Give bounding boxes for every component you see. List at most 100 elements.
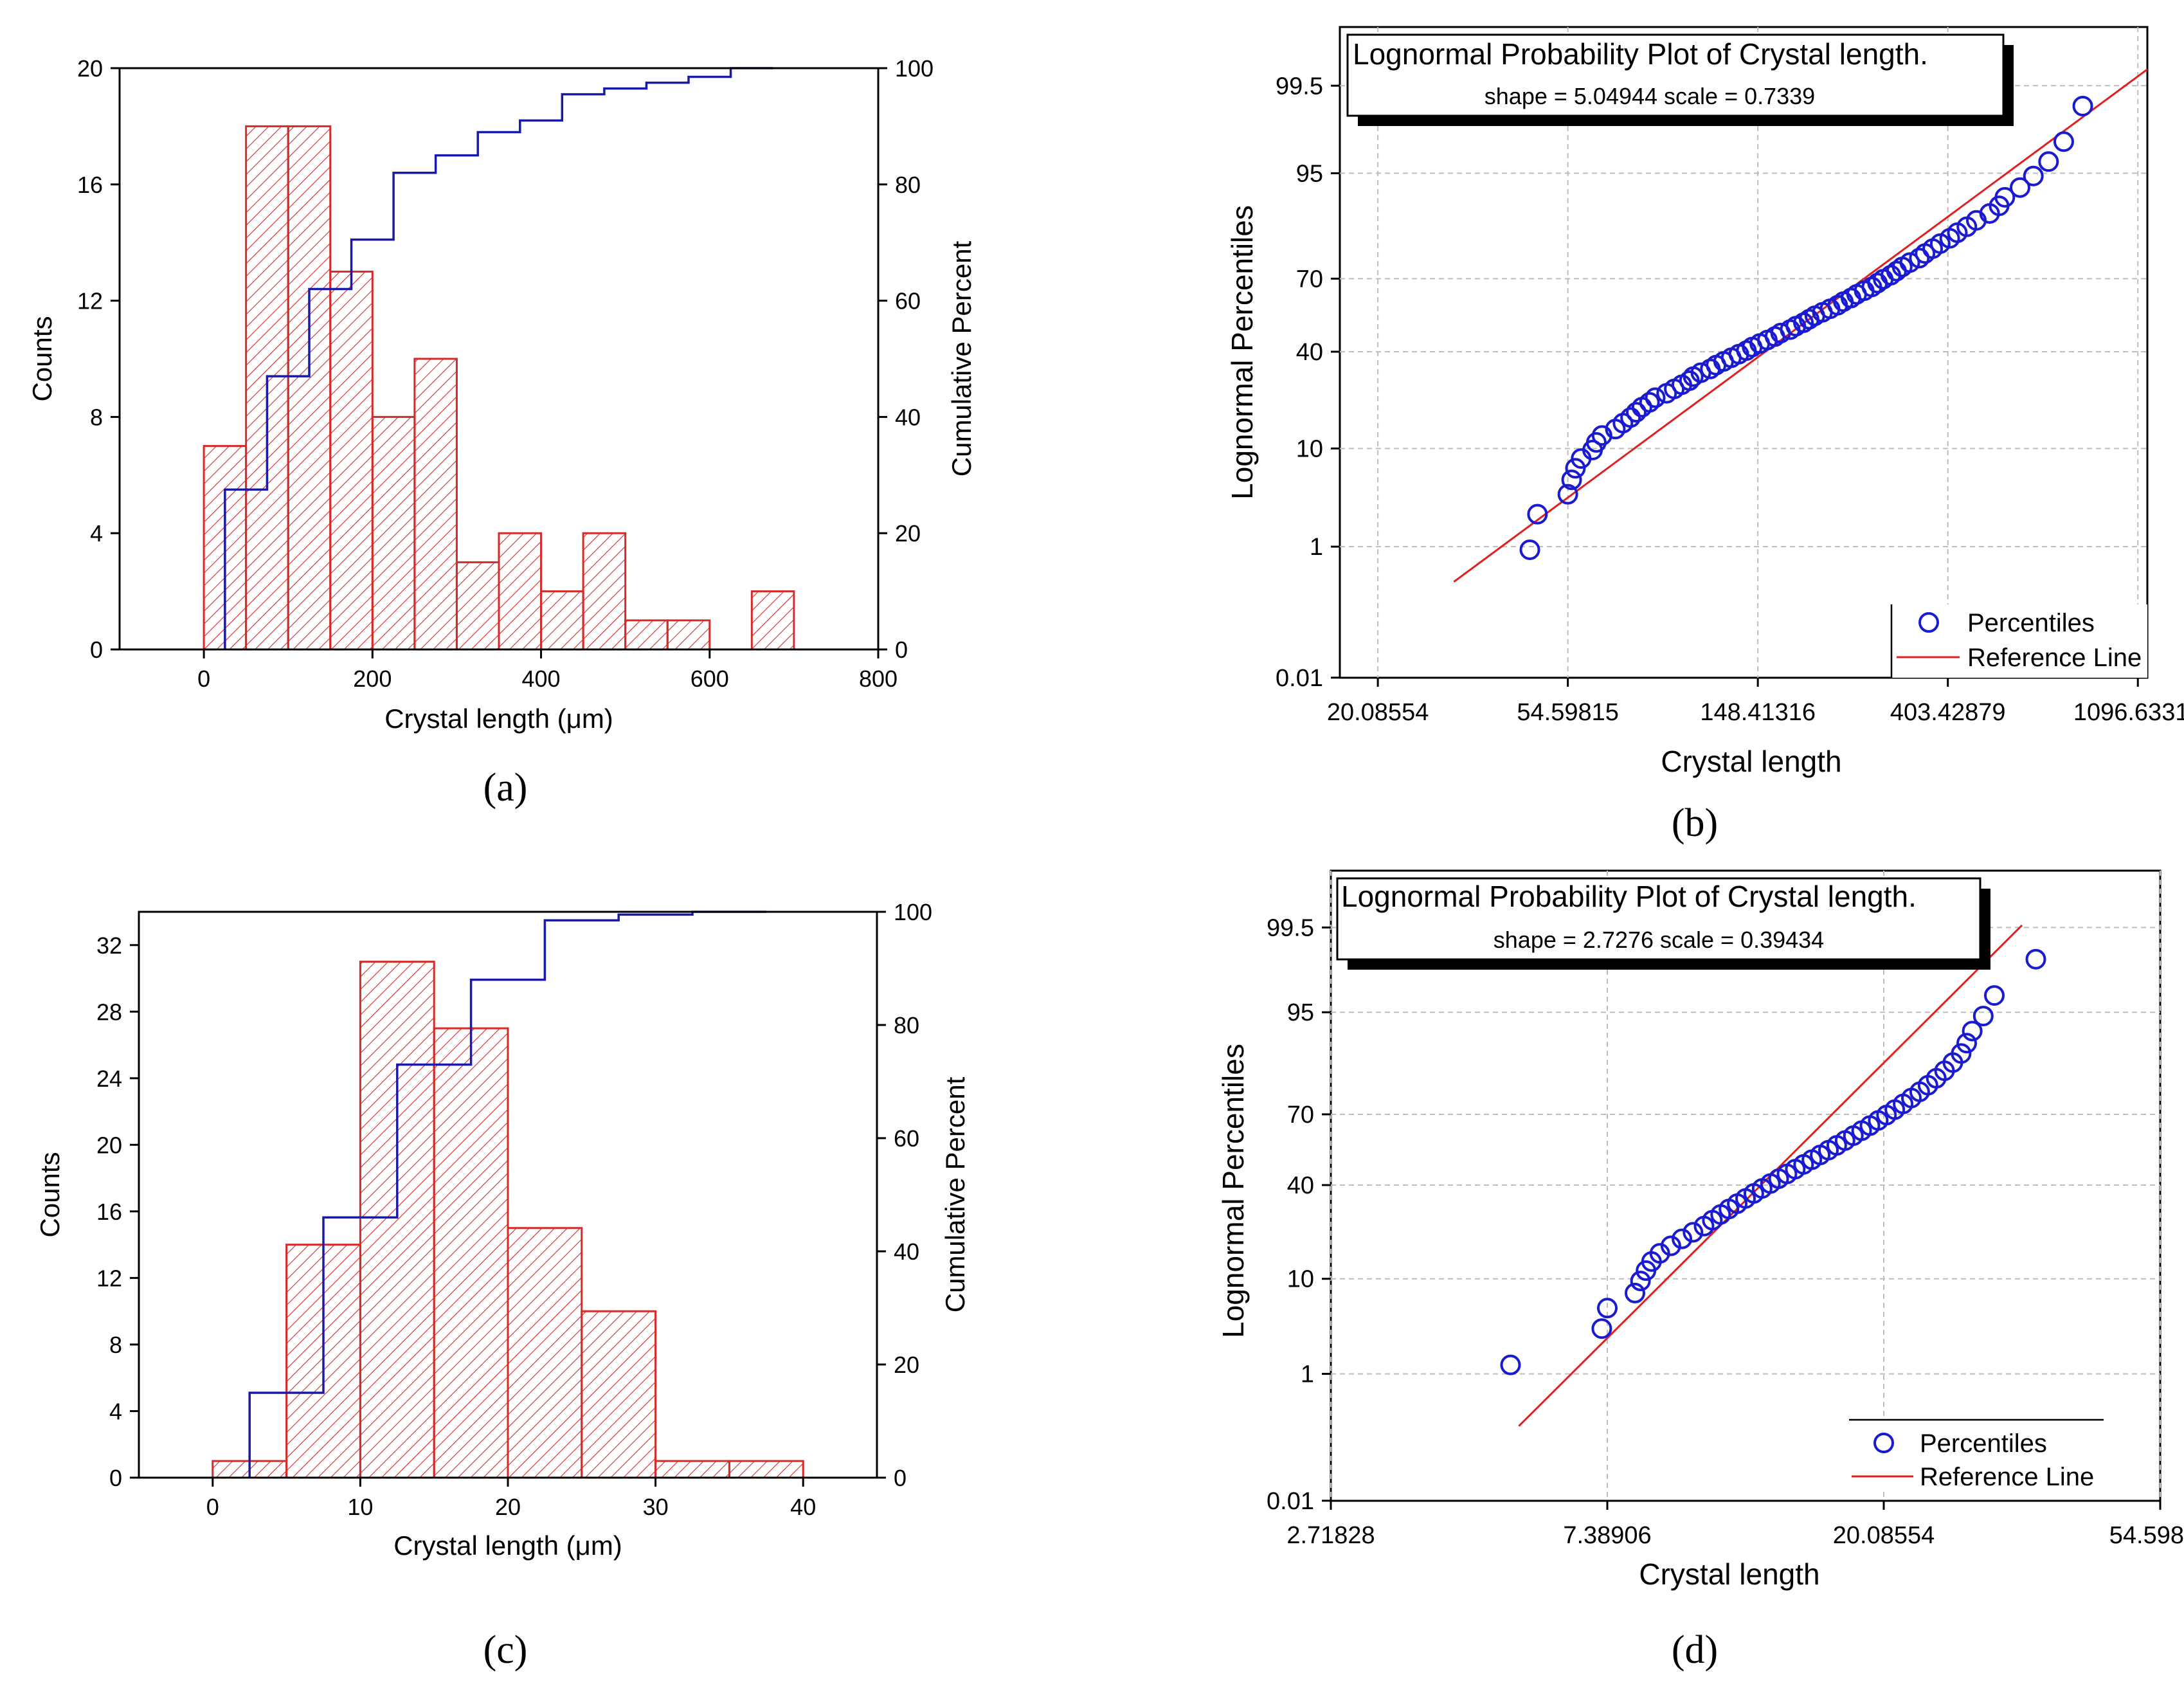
x-tick-label: 200 (353, 666, 392, 692)
y-tick-label: 28 (96, 999, 122, 1025)
percentile-marker (1519, 539, 1540, 560)
legend-reference-label: Reference Line (1920, 1463, 2094, 1491)
histogram-bar (498, 532, 543, 651)
histogram-bars (203, 125, 795, 651)
x-tick-label: 600 (690, 666, 729, 692)
plot-frame (118, 67, 880, 651)
x-tick-label: 20.08554 (1327, 699, 1429, 726)
percentile-marker (1561, 469, 1582, 491)
y-tick-label: 0 (109, 1465, 122, 1491)
histogram-bar (654, 1460, 730, 1479)
percentile-marker (1626, 402, 1647, 423)
x-axis-label: Crystal length (μm) (384, 703, 613, 734)
y-tick-label: 1 (1310, 534, 1323, 561)
percentile-marker (1639, 392, 1660, 413)
legend: Percentiles Reference Line (1890, 604, 2147, 678)
plot-subtitle: shape = 2.7276 scale = 0.39434 (1494, 927, 1824, 953)
percentile-marker (2023, 165, 2044, 186)
y-tick-label: 95 (1287, 999, 1314, 1026)
legend-percentiles-marker (1873, 1433, 1894, 1453)
percentile-marker (1500, 1354, 1521, 1375)
y-tick-label: 20 (96, 1132, 122, 1158)
y-tick-label: 4 (109, 1398, 122, 1424)
x-tick-label: 40 (790, 1494, 816, 1520)
reference-line (1453, 68, 2148, 583)
axes-ticks: 0 10 20 30 40 0 4 8 12 16 20 24 28 32 0 20 40 60 80 100 (96, 899, 932, 1520)
y-axis-label: Lognormal Percentiles (1225, 205, 1259, 500)
percentile-marker (2072, 95, 2093, 116)
y2-tick-label: 20 (894, 1352, 919, 1378)
percentile-marker (1994, 186, 2016, 208)
title-box (1336, 877, 1981, 961)
percentile-marker (1585, 432, 1607, 453)
y-tick-label: 70 (1296, 266, 1323, 293)
y-tick-label: 16 (77, 172, 103, 198)
percentile-marker (2025, 948, 2046, 970)
histogram-bar (581, 1310, 657, 1479)
y-tick-label: 24 (96, 1065, 122, 1092)
x-axis-label: Crystal length (1661, 745, 1841, 778)
percentile-marker (1972, 1006, 1994, 1027)
plot-title: Lognormal Probability Plot of Crystal le… (1341, 880, 1917, 913)
percentile-marker (1951, 1043, 1972, 1064)
histogram-bar (433, 1027, 509, 1479)
y-tick-label: 20 (77, 55, 103, 82)
y2-tick-label: 80 (894, 1012, 919, 1038)
x-tick-label: 2.71828 (1286, 1522, 1375, 1549)
x-tick-label: 30 (643, 1494, 669, 1520)
y2-tick-label: 100 (895, 55, 934, 82)
percentile-marker (2053, 131, 2074, 152)
histogram-bars (212, 961, 804, 1479)
percentile-marker (1591, 425, 1612, 446)
y2-tick-label: 100 (894, 899, 932, 925)
percentile-marker (1591, 1318, 1612, 1339)
cumulative-percent-line (248, 911, 766, 1478)
x-tick-label: 7.38906 (1563, 1522, 1651, 1549)
y2-axis-label: Cumulative Percent (940, 1076, 970, 1312)
panel-caption: (a) (483, 766, 528, 810)
y-tick-label: 95 (1296, 160, 1323, 187)
y-tick-label: 0.01 (1276, 665, 1323, 692)
x-axis-label: Crystal length (μm) (393, 1530, 622, 1561)
cumulative-step-line (248, 911, 766, 1478)
y-axis-label: Counts (35, 1152, 65, 1237)
plot-title: Lognormal Probability Plot of Crystal le… (1353, 37, 1928, 71)
percentile-marker (1909, 248, 1930, 269)
x-tick-label: 0 (197, 666, 210, 692)
y-tick-label: 99.5 (1276, 73, 1323, 100)
histogram-bar (329, 270, 374, 651)
x-tick-label: 1096.63316 (2073, 699, 2184, 726)
histogram-bar (287, 125, 332, 651)
percentile-markers (1519, 95, 2093, 560)
probability-plot-panel-b: 20.08554 54.59815 148.41316 403.42879 1096.6… (1225, 26, 2184, 845)
x-tick-label: 54.59815 (1517, 699, 1619, 726)
y2-tick-label: 60 (894, 1125, 919, 1152)
y-tick-label: 12 (96, 1265, 122, 1291)
histogram-bar (750, 590, 795, 651)
percentile-marker (1630, 1271, 1651, 1292)
y2-tick-label: 0 (894, 1465, 907, 1491)
x-tick-label: 400 (522, 666, 561, 692)
y-tick-label: 32 (96, 932, 122, 959)
x-tick-label: 0 (206, 1494, 219, 1520)
percentile-marker (1557, 484, 1578, 505)
histogram-bar (359, 961, 435, 1479)
y2-tick-label: 40 (895, 404, 921, 430)
x-tick-label: 54.59815 (2109, 1522, 2184, 1549)
legend-reference-label: Reference Line (1967, 644, 2142, 672)
y-tick-label: 12 (77, 288, 103, 314)
probability-plot-panel-d: 2.71828 7.38906 20.08554 54.59815 0.01 1 10 40 7… (1216, 869, 2184, 1672)
percentile-marker (1620, 407, 1641, 428)
legend: Percentiles Reference Line (1849, 1419, 2104, 1492)
y-tick-label: 0.01 (1267, 1488, 1314, 1515)
percentile-marker (1565, 458, 1586, 479)
title-box (1346, 33, 2005, 117)
x-tick-label: 403.42879 (1890, 699, 2006, 726)
histogram-panel-c: 0 10 20 30 40 0 4 8 12 16 20 24 28 32 0 20 40 60 80 100 Cry… (35, 899, 970, 1672)
histogram-bar (507, 1227, 583, 1479)
histogram-bar (728, 1460, 804, 1479)
y-axis-label: Counts (27, 316, 57, 401)
legend-percentiles-label: Percentiles (1967, 609, 2095, 637)
